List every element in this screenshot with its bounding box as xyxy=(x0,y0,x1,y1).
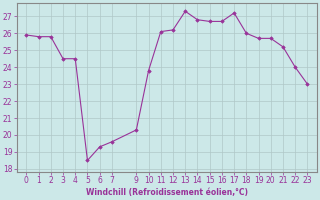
X-axis label: Windchill (Refroidissement éolien,°C): Windchill (Refroidissement éolien,°C) xyxy=(86,188,248,197)
